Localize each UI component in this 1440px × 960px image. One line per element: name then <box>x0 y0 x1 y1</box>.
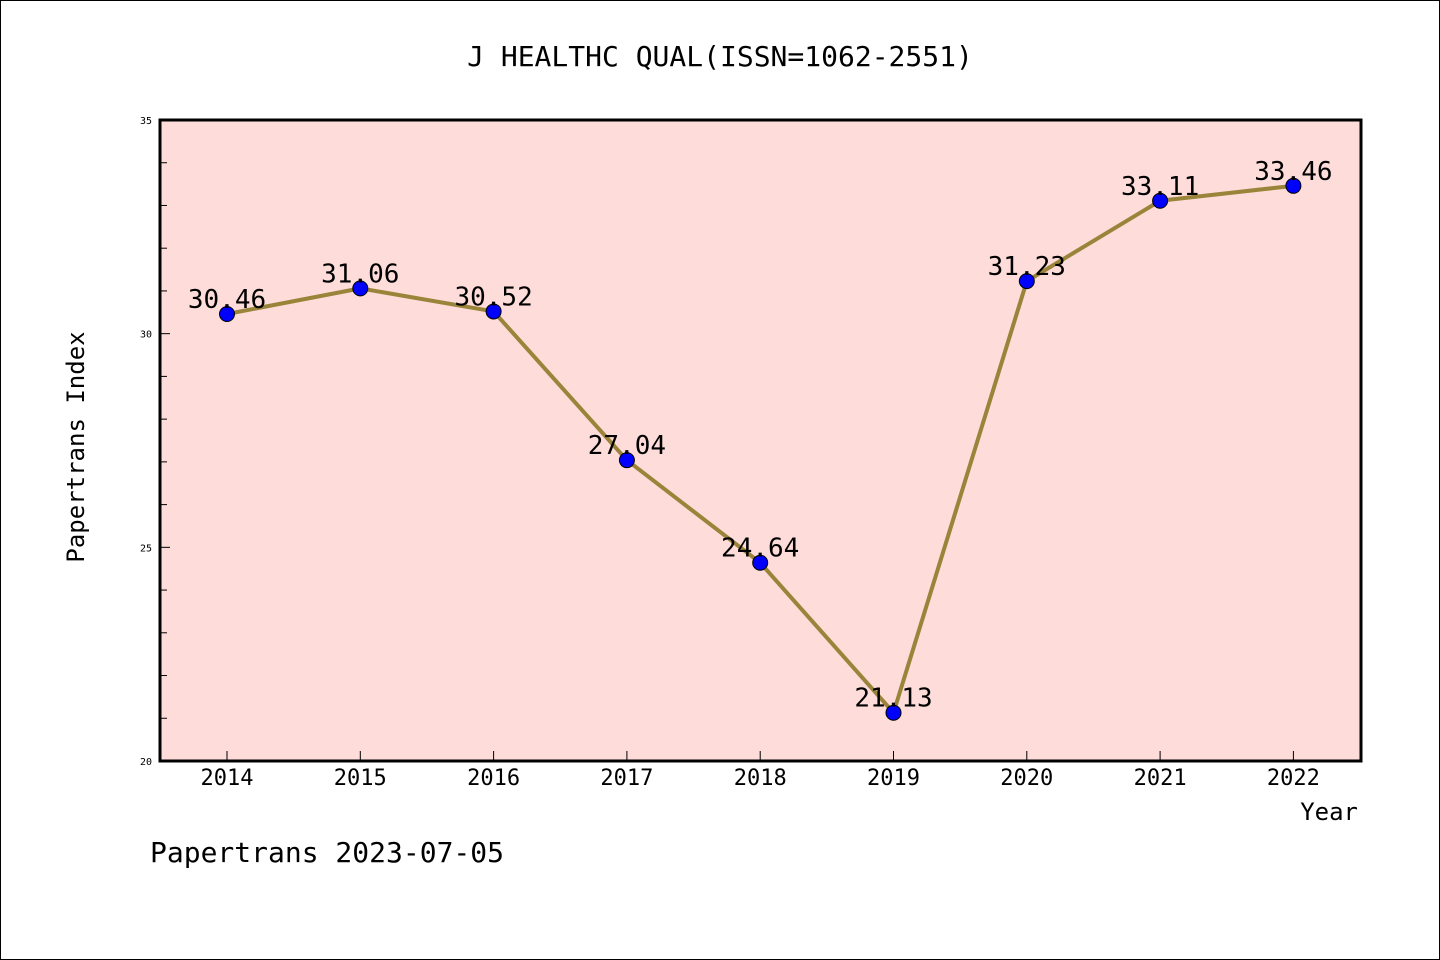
plot-area <box>158 118 1363 763</box>
data-point <box>352 280 369 297</box>
y-tick-label: 30 <box>140 330 152 341</box>
x-tick-label: 2016 <box>467 766 520 791</box>
data-point <box>1152 192 1169 209</box>
chart-title: J HEALTHC QUAL(ISSN=1062-2551) <box>467 40 973 73</box>
data-point <box>219 306 235 323</box>
data-label: 24.64 <box>721 534 799 564</box>
x-tick-label: 2019 <box>867 766 920 791</box>
x-tick-label: 2021 <box>1134 766 1187 791</box>
data-point <box>1285 177 1302 194</box>
data-label: 33.11 <box>1121 172 1199 202</box>
data-point <box>618 452 635 469</box>
data-label: 30.52 <box>454 282 532 312</box>
data-point <box>885 704 902 721</box>
y-tick-label: 20 <box>140 757 152 768</box>
x-axis: 2014 2015 2016 2017 2018 2019 2020 2021 2022 <box>201 751 1320 791</box>
data-point <box>1018 273 1035 290</box>
x-tick-label: 2018 <box>734 766 787 791</box>
data-label: 30.46 <box>188 285 266 315</box>
x-tick-label: 2014 <box>201 766 254 791</box>
data-label: 21.13 <box>854 684 932 714</box>
series-layer <box>219 177 1302 721</box>
x-tick-label: 2020 <box>1000 766 1053 791</box>
y-axis-title: Papertrans Index <box>62 331 90 562</box>
data-point <box>752 554 769 571</box>
data-point <box>485 303 502 320</box>
x-axis-title: Year <box>1300 798 1358 826</box>
y-axis: 20 25 30 35 <box>140 116 170 768</box>
y-tick-label: 25 <box>140 543 152 554</box>
x-tick-label: 2017 <box>600 766 653 791</box>
x-tick-label: 2015 <box>334 766 387 791</box>
data-labels: 30.46 31.06 30.52 27.04 24.64 21.13 31.23 33.11… <box>188 157 1333 714</box>
data-label: 27.04 <box>588 431 666 461</box>
data-label: 31.23 <box>988 252 1066 282</box>
y-tick-label: 35 <box>140 116 152 127</box>
data-label: 31.06 <box>321 259 399 289</box>
data-label: 33.46 <box>1254 157 1332 187</box>
footer-text: Papertrans 2023-07-05 <box>150 836 504 869</box>
x-tick-label: 2022 <box>1267 766 1320 791</box>
